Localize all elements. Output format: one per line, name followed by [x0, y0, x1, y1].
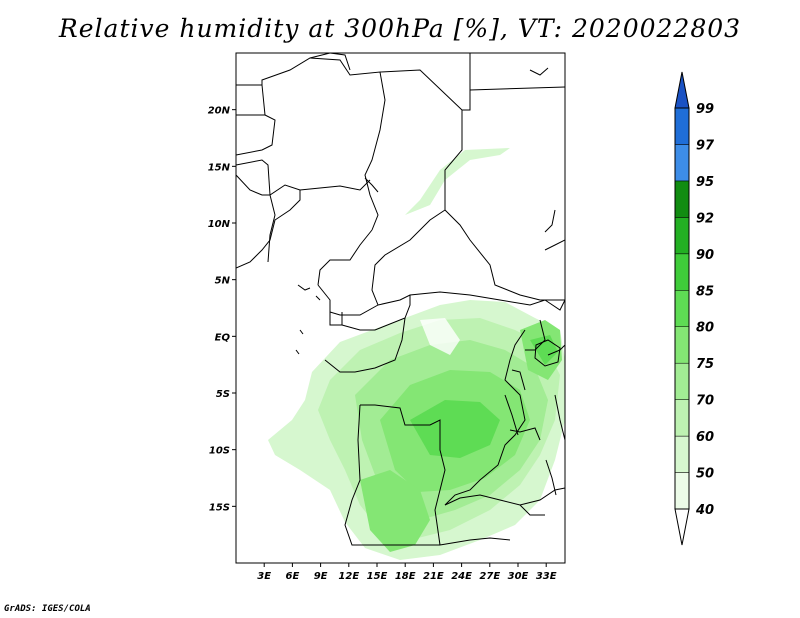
lon-tick-label: 30E: [508, 571, 529, 582]
colorbar-swatch: [674, 362, 690, 400]
longitude-axis: 3E 6E 9E 12E 15E 18E 21E 24E 27E 30E 33E: [257, 563, 557, 582]
colorbar-swatch: [674, 472, 690, 510]
lat-tick-label: 20N: [208, 106, 231, 117]
lat-tick-label: 5N: [215, 276, 231, 287]
colorbar-label: 70: [696, 394, 714, 409]
lon-tick-label: 15E: [367, 571, 388, 582]
lon-tick-label: 3E: [257, 571, 271, 582]
colorbar-label: 60: [696, 430, 714, 445]
colorbar: 40 50 60 70 75 80 85 90 92 95 97 99: [674, 71, 715, 546]
map-title: Relative humidity at 300hPa [%], VT: 202…: [58, 14, 742, 43]
country-borders: [236, 53, 565, 546]
colorbar-label: 99: [696, 102, 714, 117]
colorbar-swatch: [674, 435, 690, 473]
lon-tick-label: 9E: [314, 571, 328, 582]
lon-tick-label: 33E: [536, 571, 557, 582]
colorbar-lower-arrow: [674, 508, 690, 546]
lat-tick-label: 10S: [209, 446, 230, 457]
lat-tick-label: 15S: [209, 502, 230, 513]
colorbar-label: 75: [696, 357, 714, 372]
lat-tick-label: 10N: [208, 219, 231, 230]
lat-tick-label: 15N: [208, 162, 231, 173]
colorbar-label: 90: [696, 248, 714, 263]
colorbar-swatch: [674, 290, 690, 327]
lon-tick-label: 12E: [338, 571, 359, 582]
lat-tick-label: EQ: [215, 332, 231, 343]
colorbar-swatch: [674, 326, 690, 364]
colorbar-swatch: [674, 107, 690, 145]
lon-tick-label: 18E: [395, 571, 416, 582]
colorbar-swatch: [674, 399, 690, 437]
colorbar-swatch: [674, 180, 690, 218]
lakes-outline: [295, 67, 561, 496]
lat-tick-label: 5S: [216, 389, 230, 400]
colorbar-label: 85: [696, 284, 714, 299]
colorbar-label: 50: [696, 467, 714, 482]
colorbar-label: 40: [695, 503, 714, 518]
colorbar-swatch: [674, 144, 690, 182]
humidity-shading: [268, 148, 565, 560]
lon-tick-label: 27E: [479, 571, 500, 582]
colorbar-swatch: [674, 253, 690, 291]
colorbar-label: 80: [696, 321, 714, 336]
colorbar-label: 95: [696, 175, 714, 190]
lon-tick-label: 21E: [423, 571, 444, 582]
lon-tick-label: 6E: [286, 571, 300, 582]
colorbar-label: 92: [696, 211, 714, 226]
colorbar-label: 97: [696, 138, 715, 153]
map-frame: [235, 52, 566, 564]
latitude-axis: 20N 15N 10N 5N EQ 5S 10S 15S: [208, 106, 236, 513]
lon-tick-label: 24E: [451, 571, 472, 582]
colorbar-upper-arrow: [674, 71, 690, 109]
colorbar-swatch: [674, 217, 690, 255]
colorbar-outline: [674, 107, 690, 510]
grads-credit: GrADS: IGES/COLA: [4, 604, 91, 614]
